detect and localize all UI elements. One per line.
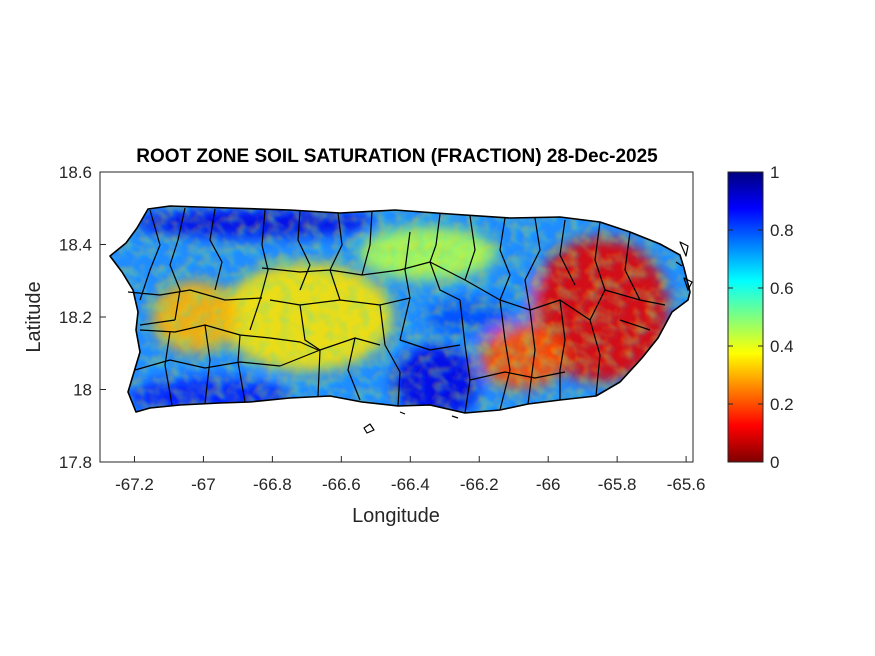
- map-axes: -67.2 -67 -66.8 -66.6 -66.4 -66.2 -66 -65.8 -65.…: [23, 163, 705, 527]
- colorbar-tick-label: 0.8: [770, 221, 794, 240]
- y-axis-label: Latitude: [23, 281, 45, 352]
- chart-title: ROOT ZONE SOIL SATURATION (FRACTION) 28-…: [136, 146, 658, 167]
- x-tick-label: -67.2: [115, 475, 154, 494]
- y-tick-label: 18.2: [59, 308, 92, 327]
- y-tick-label: 18: [73, 381, 92, 400]
- colorbar-tick-label: 0.6: [770, 279, 794, 298]
- municipal-lines-west: [127, 207, 281, 406]
- x-tick-label: -65.8: [598, 475, 637, 494]
- colorbar-tick-label: 0.4: [770, 337, 794, 356]
- municipal-lines-east: [429, 213, 666, 414]
- municipal-lines-central: [261, 210, 461, 407]
- x-tick-label: -66: [536, 475, 561, 494]
- colorbar-tick-label: 1: [770, 163, 779, 182]
- colorbar-scale: [727, 171, 764, 463]
- municipality-boundaries: [109, 205, 693, 434]
- colorbar-tick-label: 0: [770, 453, 779, 472]
- caja-de-muerto-island: [363, 423, 375, 434]
- south-islets: [399, 411, 459, 419]
- x-tick-label: -66.4: [391, 475, 430, 494]
- x-tick-label: -66.2: [460, 475, 499, 494]
- colorbar-tick-label: 0.2: [770, 395, 794, 414]
- y-tick-label: 17.8: [59, 453, 92, 472]
- island-coastline: [109, 205, 691, 414]
- x-axis-label: Longitude: [352, 505, 440, 527]
- vieques-fragment: [675, 241, 693, 291]
- x-tick-label: -66.6: [322, 475, 361, 494]
- saturation-texture-cool: [110, 206, 690, 413]
- x-tick-label: -66.8: [253, 475, 292, 494]
- x-tick-label: -67: [191, 475, 216, 494]
- colorbar: 0 0.2 0.4 0.6 0.8 1: [727, 163, 794, 472]
- x-tick-label: -65.6: [667, 475, 706, 494]
- y-tick-label: 18.6: [59, 163, 92, 182]
- y-tick-label: 18.4: [59, 236, 92, 255]
